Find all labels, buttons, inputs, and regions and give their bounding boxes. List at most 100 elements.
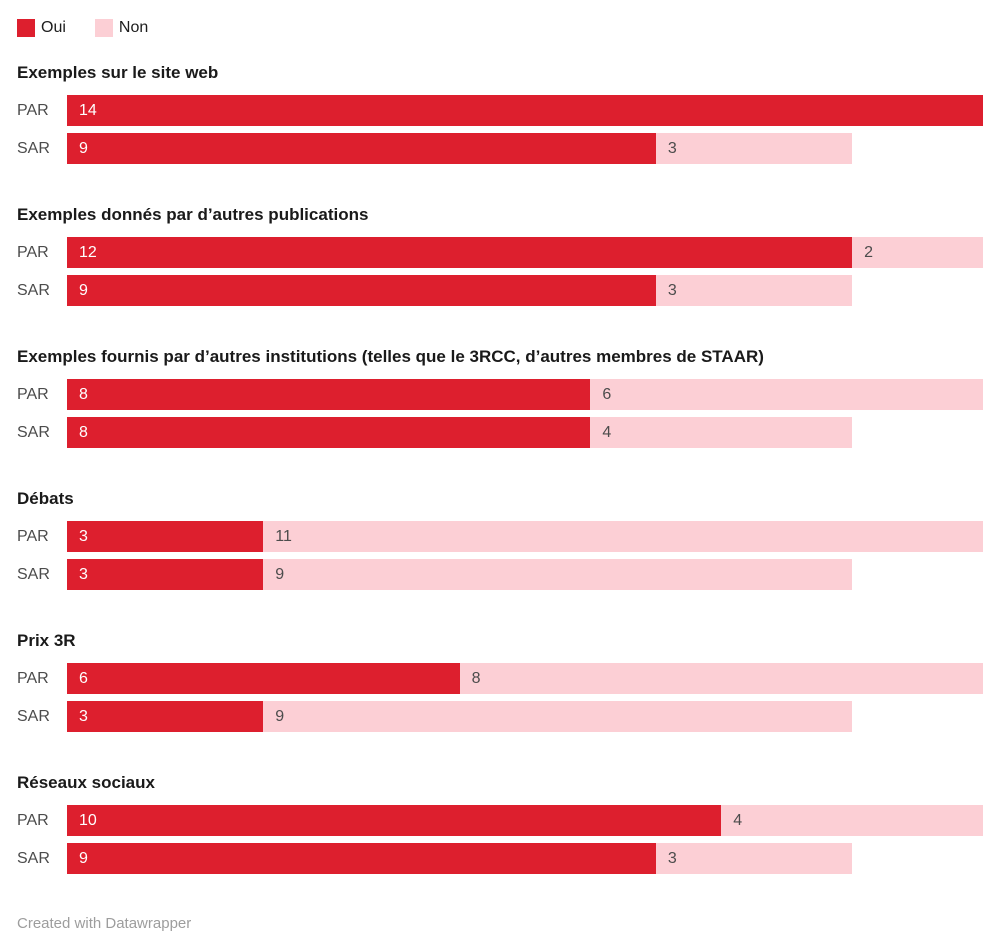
bar-value-label: 3	[79, 708, 88, 725]
bar-value-label: 6	[79, 670, 88, 687]
row-label: SAR	[17, 708, 50, 725]
bar-row: SAR 9 3	[17, 133, 983, 164]
chart-group: Réseaux sociaux PAR 10 4 SAR 9 3	[17, 773, 983, 874]
bar-row: SAR 9 3	[17, 275, 983, 306]
group-rows: PAR 10 4 SAR 9 3	[17, 805, 983, 874]
group-rows: PAR 3 11 SAR 3 9	[17, 521, 983, 590]
group-rows: PAR 6 8 SAR 3 9	[17, 663, 983, 732]
bar-row: PAR 3 11	[17, 521, 983, 552]
bar-segment-non: 3	[655, 275, 853, 306]
legend-item-oui: Oui	[17, 19, 66, 37]
bar-row: PAR 6 8	[17, 663, 983, 694]
bar-segment-non: 9	[263, 701, 853, 732]
group-title: Exemples donnés par d’autres publication…	[17, 205, 369, 224]
bar-segment-oui: 12	[67, 237, 853, 268]
bar-value-label: 8	[79, 386, 88, 403]
group-rows: PAR 12 2 SAR 9 3	[17, 237, 983, 306]
row-label: PAR	[17, 102, 49, 119]
bar-value-label: 2	[864, 244, 874, 261]
bar-segment-oui: 6	[67, 663, 460, 694]
bar-value-label: 4	[733, 812, 743, 829]
legend-label-oui: Oui	[41, 19, 66, 36]
legend-item-non: Non	[94, 19, 149, 37]
group-title: Prix 3R	[17, 631, 76, 650]
bar-value-label: 6	[602, 386, 612, 403]
bar-value-label: 9	[275, 708, 285, 725]
bar-value-label: 11	[275, 528, 292, 545]
bar-segment-oui: 3	[67, 559, 264, 590]
bar-segment-oui: 8	[67, 417, 591, 448]
group-title: Exemples fournis par d’autres institutio…	[17, 347, 764, 366]
bar-segment-non: 9	[263, 559, 853, 590]
bar-segment-oui: 9	[67, 843, 656, 874]
bar-segment-oui: 10	[67, 805, 722, 836]
bar-row: SAR 3 9	[17, 701, 983, 732]
bar-value-label: 3	[667, 140, 677, 157]
bar-segment-non: 8	[459, 663, 983, 694]
legend-swatch-non	[94, 19, 113, 37]
bar-segment-oui: 8	[67, 379, 591, 410]
row-label: PAR	[17, 244, 49, 261]
bar-segment-non: 6	[590, 379, 983, 410]
bar-value-label: 3	[79, 566, 88, 583]
bar-segment-non: 2	[852, 237, 983, 268]
bar-segment-non: 3	[655, 843, 853, 874]
bar-value-label: 8	[471, 670, 481, 687]
bar-value-label: 12	[79, 244, 97, 261]
bar-track: 10 4	[67, 805, 983, 836]
bar-value-label: 3	[667, 850, 677, 867]
row-label: PAR	[17, 670, 49, 687]
bar-segment-non: 4	[721, 805, 983, 836]
bar-value-label: 9	[275, 566, 285, 583]
legend-label-non: Non	[118, 19, 149, 36]
chart-group: Exemples sur le site web PAR 14 SAR 9 3	[17, 63, 983, 164]
bar-value-label: 3	[667, 282, 677, 299]
bar-segment-oui: 14	[67, 95, 983, 126]
bar-track: 14	[67, 95, 983, 126]
row-label: PAR	[17, 528, 49, 545]
bar-value-label: 10	[79, 812, 97, 829]
bar-segment-oui: 3	[67, 521, 264, 552]
bar-segment-oui: 3	[67, 701, 264, 732]
chart-group: Exemples fournis par d’autres institutio…	[17, 347, 983, 448]
group-title: Débats	[17, 489, 74, 508]
bar-value-label: 9	[79, 140, 88, 157]
bar-track: 12 2	[67, 237, 983, 268]
row-label: SAR	[17, 850, 50, 867]
row-label: PAR	[17, 386, 49, 403]
bar-value-label: 9	[79, 282, 88, 299]
bar-row: SAR 3 9	[17, 559, 983, 590]
bar-row: PAR 10 4	[17, 805, 983, 836]
bar-segment-non: 11	[263, 521, 983, 552]
bar-row: SAR 8 4	[17, 417, 983, 448]
chart-group: Débats PAR 3 11 SAR 3 9	[17, 489, 983, 590]
bar-segment-non: 4	[590, 417, 853, 448]
bar-segment-non: 3	[655, 133, 853, 164]
group-rows: PAR 8 6 SAR 8 4	[17, 379, 983, 448]
bar-value-label: 9	[79, 850, 88, 867]
bar-value-label: 4	[602, 424, 612, 441]
bar-row: PAR 8 6	[17, 379, 983, 410]
legend-swatch-oui	[17, 19, 35, 37]
bar-value-label: 14	[79, 102, 97, 119]
row-label: SAR	[17, 424, 50, 441]
group-title: Réseaux sociaux	[17, 773, 155, 792]
footer-credit: Created with Datawrapper	[17, 915, 192, 932]
row-label: SAR	[17, 566, 50, 583]
chart-group: Prix 3R PAR 6 8 SAR 3 9	[17, 631, 983, 732]
bar-row: PAR 12 2	[17, 237, 983, 268]
bar-segment-oui: 9	[67, 275, 656, 306]
legend: Oui Non	[17, 19, 983, 37]
row-label: SAR	[17, 282, 50, 299]
row-label: PAR	[17, 812, 49, 829]
bar-track: 3 11	[67, 521, 983, 552]
bar-row: SAR 9 3	[17, 843, 983, 874]
bar-value-label: 3	[79, 528, 88, 545]
